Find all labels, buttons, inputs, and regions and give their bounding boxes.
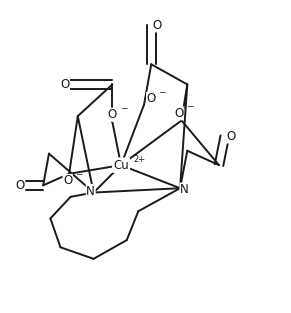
Text: Cu: Cu [113, 159, 129, 172]
Text: O: O [147, 92, 156, 105]
Text: −: − [75, 169, 82, 178]
Text: O: O [174, 107, 183, 120]
Text: O: O [226, 130, 235, 143]
Text: N: N [180, 183, 189, 196]
Text: −: − [186, 101, 193, 110]
Text: −: − [120, 103, 127, 112]
Text: N: N [86, 185, 95, 198]
Text: O: O [15, 179, 25, 192]
Text: O: O [60, 78, 70, 91]
Text: O: O [108, 108, 117, 121]
Text: O: O [152, 19, 162, 32]
Text: 2+: 2+ [134, 155, 146, 164]
Text: O: O [63, 175, 72, 187]
Text: −: − [159, 87, 166, 96]
